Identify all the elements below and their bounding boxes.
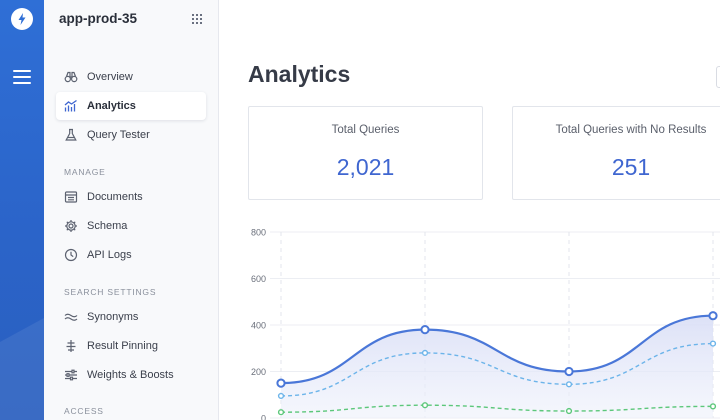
series-line <box>280 342 714 397</box>
section-title-search-settings: SEARCH SETTINGS <box>64 287 157 297</box>
sidebar-item-schema[interactable]: Schema <box>56 212 206 240</box>
sidebar-item-overview[interactable]: Overview <box>56 63 206 91</box>
metric-label: Total Queries <box>331 124 400 136</box>
series-line <box>280 404 714 413</box>
clock-icon <box>64 248 78 262</box>
metric-value: 251 <box>611 154 651 180</box>
metric-card-total-queries: Total Queries 2,021 <box>248 106 483 200</box>
data-point <box>709 403 717 410</box>
sidebar-item-label: Schema <box>87 220 128 232</box>
metric-value: 2,021 <box>336 154 395 180</box>
sidebar-item-label: Analytics <box>87 100 136 112</box>
page-title: Analytics <box>248 61 351 87</box>
y-tick-label: 400 <box>251 321 266 331</box>
data-point <box>565 407 573 415</box>
sidebar-item-label: Documents <box>87 191 143 203</box>
apps-grid-icon[interactable] <box>192 14 202 24</box>
app-rail <box>0 0 44 420</box>
rail-decoration <box>0 318 44 420</box>
sidebar-item-result-pinning[interactable]: Result Pinning <box>56 332 206 360</box>
sidebar-item-label: Overview <box>87 71 133 83</box>
sidebar-item-label: Weights & Boosts <box>87 369 174 381</box>
flask-icon <box>64 128 78 142</box>
menu-line <box>13 76 31 78</box>
y-tick-label: 200 <box>251 367 266 377</box>
sidebar-item-documents[interactable]: Documents <box>56 183 206 211</box>
section-title-manage: MANAGE <box>64 167 106 177</box>
data-point <box>276 378 286 388</box>
date-range-control[interactable] <box>716 66 720 88</box>
data-point <box>277 409 285 416</box>
data-point <box>421 402 429 409</box>
data-point <box>277 392 285 400</box>
sidebar-item-label: API Logs <box>87 249 132 261</box>
data-point <box>709 340 717 347</box>
sidebar-item-synonyms[interactable]: Synonyms <box>56 303 206 331</box>
section-title-access: ACCESS <box>64 406 104 416</box>
app-name[interactable]: app-prod-35 <box>59 11 138 26</box>
y-tick-label: 600 <box>251 274 266 284</box>
sidebar: app-prod-35 Overview Analytics Query Tes… <box>44 0 219 420</box>
y-tick-label: 800 <box>251 228 266 238</box>
data-point <box>420 325 430 335</box>
data-point <box>565 381 573 388</box>
data-point <box>564 366 574 377</box>
sidebar-item-analytics[interactable]: Analytics <box>56 92 206 120</box>
menu-line <box>13 70 31 72</box>
sidebar-item-label: Synonyms <box>87 311 139 323</box>
series-line <box>280 314 714 385</box>
menu-line <box>13 82 31 84</box>
document-list-icon <box>64 190 78 204</box>
sliders-icon <box>64 368 78 382</box>
y-tick-label: 0 <box>261 414 266 420</box>
metric-card-no-results: Total Queries with No Results 251 <box>512 106 720 200</box>
trend-chart-icon <box>64 99 78 113</box>
binoculars-icon <box>64 70 78 84</box>
lightning-bolt-icon[interactable] <box>11 8 33 30</box>
series-area <box>281 315 713 418</box>
sidebar-item-label: Query Tester <box>87 129 150 141</box>
sidebar-item-label: Result Pinning <box>87 340 158 352</box>
sidebar-item-weights-boosts[interactable]: Weights & Boosts <box>56 361 206 389</box>
sidebar-item-api-logs[interactable]: API Logs <box>56 241 206 269</box>
data-point <box>421 349 429 357</box>
sidebar-item-query-tester[interactable]: Query Tester <box>56 121 206 149</box>
metric-label: Total Queries with No Results <box>555 124 707 136</box>
wavy-lines-icon <box>64 310 78 324</box>
data-point <box>708 311 718 321</box>
pin-icon <box>64 339 78 353</box>
hamburger-menu-icon[interactable] <box>13 70 31 84</box>
gear-icon <box>64 219 78 233</box>
